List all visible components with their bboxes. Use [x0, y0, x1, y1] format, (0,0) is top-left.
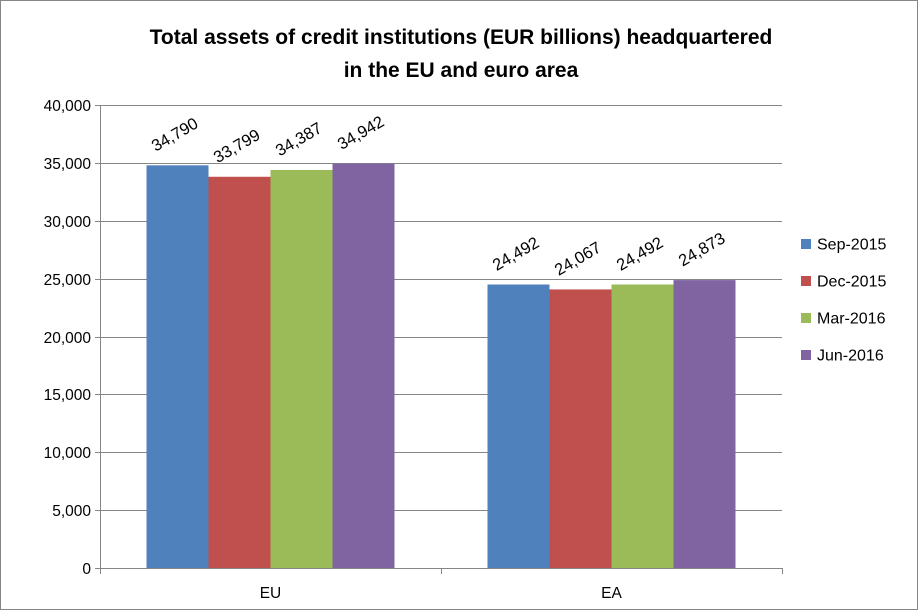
legend-label: Mar-2016	[817, 311, 886, 328]
legend-swatch	[801, 276, 811, 286]
data-label: 34,942	[335, 113, 388, 154]
axes: 0 5,000 10,000 15,000 20,000 25,000 30,000 35,0…	[44, 98, 783, 602]
bar	[549, 289, 612, 568]
chart-title-line-1: Total assets of credit institutions (EUR…	[150, 26, 773, 49]
bar	[611, 284, 674, 568]
bar	[673, 280, 736, 568]
data-label: 34,387	[273, 119, 326, 160]
data-label: 24,492	[490, 234, 543, 275]
y-tick-label: 5,000	[52, 503, 91, 520]
chart-title-line-2: in the EU and euro area	[344, 59, 579, 82]
legend-swatch	[801, 350, 811, 360]
y-tick-label: 10,000	[44, 445, 92, 462]
legend-label: Jun-2016	[817, 348, 884, 365]
y-tick-label: 20,000	[44, 330, 92, 347]
bar	[270, 169, 333, 569]
legend: Sep-2015 Dec-2015 Mar-2016 Jun-2016	[801, 237, 886, 365]
bar	[146, 165, 209, 568]
data-label: 24,067	[552, 239, 605, 280]
legend-label: Dec-2015	[817, 274, 886, 291]
y-tick-label: 30,000	[44, 214, 92, 231]
y-tick-label: 40,000	[44, 98, 92, 115]
y-tick-label: 25,000	[44, 272, 92, 289]
legend-swatch	[801, 313, 811, 323]
x-category-label: EA	[601, 585, 622, 602]
data-label: 24,492	[614, 234, 667, 275]
y-tick-label: 15,000	[44, 387, 92, 404]
x-category-label: EU	[260, 585, 282, 602]
y-tick-label: 0	[82, 561, 91, 578]
bar	[208, 176, 271, 568]
legend-swatch	[801, 239, 811, 249]
bar	[332, 163, 395, 568]
y-tick-label: 35,000	[44, 156, 92, 173]
data-label: 34,790	[149, 115, 202, 156]
data-label: 24,873	[676, 229, 729, 270]
legend-label: Sep-2015	[817, 237, 886, 254]
data-label: 33,799	[211, 126, 264, 167]
bar	[487, 284, 550, 568]
bars	[146, 163, 736, 569]
